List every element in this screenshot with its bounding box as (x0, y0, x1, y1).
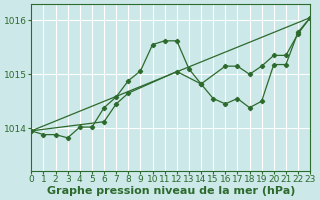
X-axis label: Graphe pression niveau de la mer (hPa): Graphe pression niveau de la mer (hPa) (46, 186, 295, 196)
